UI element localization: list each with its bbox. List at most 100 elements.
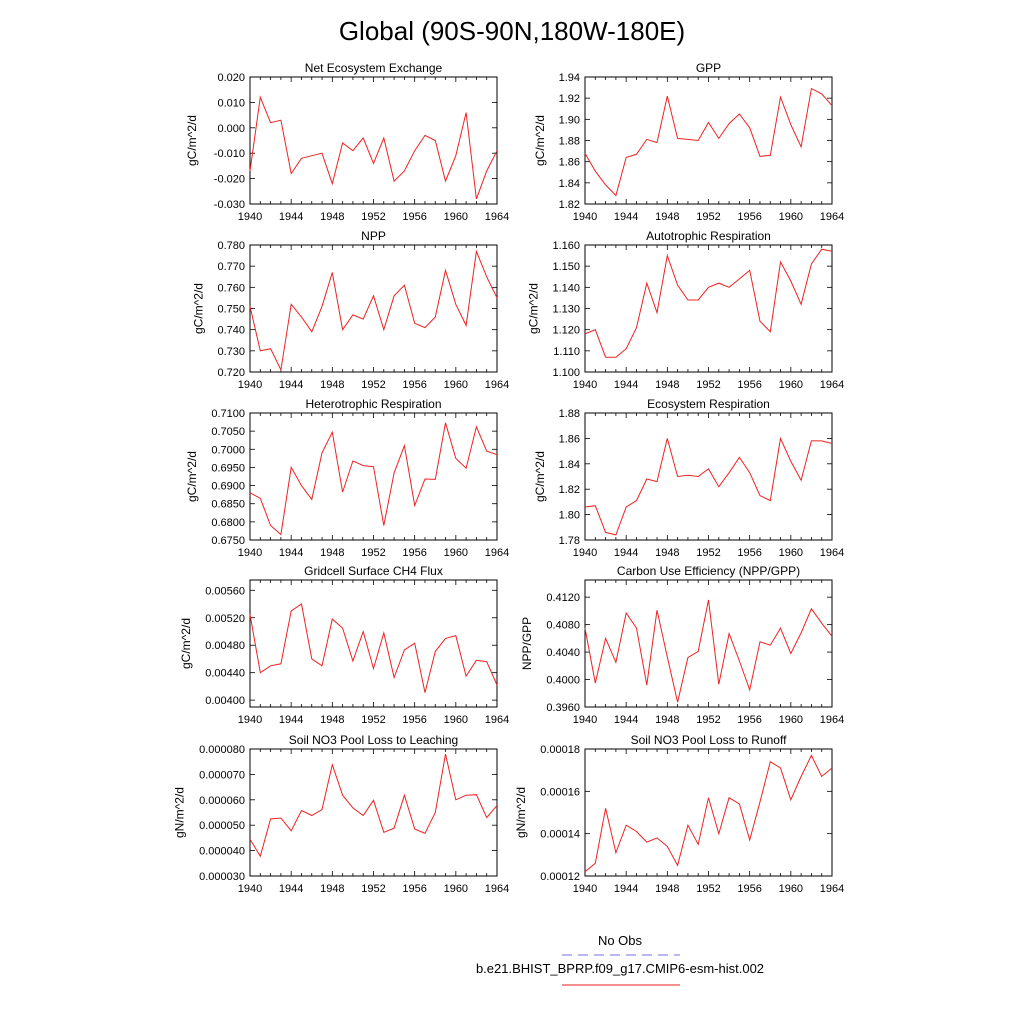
x-tick-label: 1960: [779, 714, 803, 726]
y-tick-label: 0.000060: [199, 795, 245, 807]
y-tick-label: 0.00480: [205, 640, 245, 652]
plot-frame: [249, 76, 498, 205]
x-tick-label: 1952: [696, 211, 720, 223]
x-tick-label: 1960: [444, 547, 468, 559]
y-tick-label: 0.7000: [211, 444, 245, 456]
legend-label-model: b.e21.BHIST_BPRP.f09_g17.CMIP6-esm-hist.…: [476, 961, 764, 976]
x-tick-label: 1964: [485, 211, 509, 223]
x-tick-label: 1948: [320, 211, 344, 223]
y-axis-label: gN/m^2/d: [514, 787, 528, 838]
chart-panel-8: Soil NO3 Pool Loss to Leaching 1940 1944 19…: [173, 733, 510, 895]
y-axis-label: gC/m^2/d: [185, 451, 199, 502]
chart-panel-2: NPP 1940 1944 1948 1952 1956 1960 1964 0.780 0.77…: [192, 229, 510, 391]
y-tick-label: 0.4080: [546, 620, 580, 632]
x-tick-label: 1960: [779, 883, 803, 895]
x-tick-label: 1956: [402, 547, 426, 559]
chart-panel-9: Soil NO3 Pool Loss to Runoff 1940 1944 1948…: [514, 733, 844, 895]
y-tick-label: 1.88: [559, 408, 580, 420]
chart-panel-7: Carbon Use Efficiency (NPP/GPP) 1940 1944 1…: [520, 564, 844, 726]
y-tick-label: 1.86: [559, 157, 580, 169]
y-tick-label: 1.150: [552, 261, 580, 273]
y-axis-label: gC/m^2/d: [527, 283, 541, 334]
y-tick-label: 0.020: [217, 72, 245, 84]
y-tick-label: 0.7100: [211, 408, 245, 420]
y-tick-label: 0.6800: [211, 517, 245, 529]
series-line: [249, 249, 498, 372]
x-tick-label: 1948: [320, 379, 344, 391]
x-tick-label: 1952: [361, 379, 385, 391]
y-tick-label: 0.00018: [540, 744, 580, 756]
series-line: [249, 603, 498, 693]
y-tick-label: -0.010: [214, 148, 245, 160]
panel-title: Gridcell Surface CH4 Flux: [304, 564, 443, 578]
x-tick-label: 1948: [655, 547, 679, 559]
y-axis-label: NPP/GPP: [520, 617, 534, 670]
plot-frame: [249, 748, 498, 877]
plot-frame: [584, 412, 833, 541]
x-tick-label: 1964: [485, 379, 509, 391]
x-tick-label: 1944: [614, 379, 638, 391]
x-tick-label: 1944: [614, 211, 638, 223]
panel-title: NPP: [361, 229, 386, 243]
y-tick-label: 0.00016: [540, 786, 580, 798]
series-line: [584, 599, 833, 703]
x-tick-label: 1964: [485, 547, 509, 559]
y-tick-label: 1.92: [559, 93, 580, 105]
x-tick-label: 1960: [444, 714, 468, 726]
x-tick-label: 1956: [737, 883, 761, 895]
x-tick-label: 1944: [279, 883, 303, 895]
x-tick-label: 1940: [238, 547, 262, 559]
x-tick-label: 1960: [444, 211, 468, 223]
x-tick-label: 1940: [238, 379, 262, 391]
plot-frame: [249, 579, 498, 708]
y-tick-label: 0.00440: [205, 668, 245, 680]
y-tick-label: 0.6950: [211, 462, 245, 474]
x-tick-label: 1944: [279, 379, 303, 391]
chart-panels: Net Ecosystem Exchange 1940 1944 1948 1952 19…: [173, 61, 845, 895]
plot-frame: [249, 244, 498, 373]
x-tick-label: 1964: [485, 714, 509, 726]
x-tick-label: 1948: [655, 211, 679, 223]
y-tick-label: 0.720: [217, 367, 245, 379]
x-tick-label: 1944: [279, 211, 303, 223]
x-tick-label: 1964: [820, 211, 844, 223]
y-tick-label: 1.80: [559, 510, 580, 522]
x-tick-label: 1952: [361, 547, 385, 559]
y-axis-label: gC/m^2/d: [179, 618, 193, 669]
x-tick-label: 1948: [655, 883, 679, 895]
chart-panel-5: Ecosystem Respiration 1940 1944 1948 1952 195…: [533, 397, 844, 559]
y-tick-label: 1.90: [559, 114, 580, 126]
x-tick-label: 1940: [573, 211, 597, 223]
panel-title: Soil NO3 Pool Loss to Runoff: [631, 733, 788, 747]
panel-title: Autotrophic Respiration: [646, 229, 771, 243]
series-line: [584, 754, 833, 873]
y-tick-label: 0.000050: [199, 820, 245, 832]
x-tick-label: 1944: [614, 714, 638, 726]
y-tick-label: 1.86: [559, 433, 580, 445]
y-axis-label: gN/m^2/d: [173, 787, 187, 838]
x-tick-label: 1964: [485, 883, 509, 895]
panel-title: GPP: [696, 61, 721, 75]
x-tick-label: 1948: [655, 714, 679, 726]
plot-frame: [584, 76, 833, 205]
x-tick-label: 1956: [737, 714, 761, 726]
x-tick-label: 1944: [614, 547, 638, 559]
x-tick-label: 1964: [820, 547, 844, 559]
series-line: [584, 248, 833, 358]
y-tick-label: 1.82: [559, 199, 580, 211]
y-tick-label: 1.78: [559, 535, 580, 547]
x-tick-label: 1944: [614, 883, 638, 895]
y-tick-label: 1.160: [552, 240, 580, 252]
y-tick-label: 1.110: [553, 346, 580, 358]
y-tick-label: 0.740: [217, 325, 245, 337]
chart-panel-6: Gridcell Surface CH4 Flux 1940 1944 1948 195…: [179, 564, 509, 726]
y-tick-label: 1.82: [559, 484, 580, 496]
plot-frame: [584, 748, 833, 877]
y-tick-label: 0.750: [217, 304, 245, 316]
x-tick-label: 1956: [402, 883, 426, 895]
x-tick-label: 1952: [361, 883, 385, 895]
x-tick-label: 1948: [320, 547, 344, 559]
y-tick-label: 0.000080: [199, 744, 245, 756]
y-axis-label: gC/m^2/d: [192, 283, 206, 334]
